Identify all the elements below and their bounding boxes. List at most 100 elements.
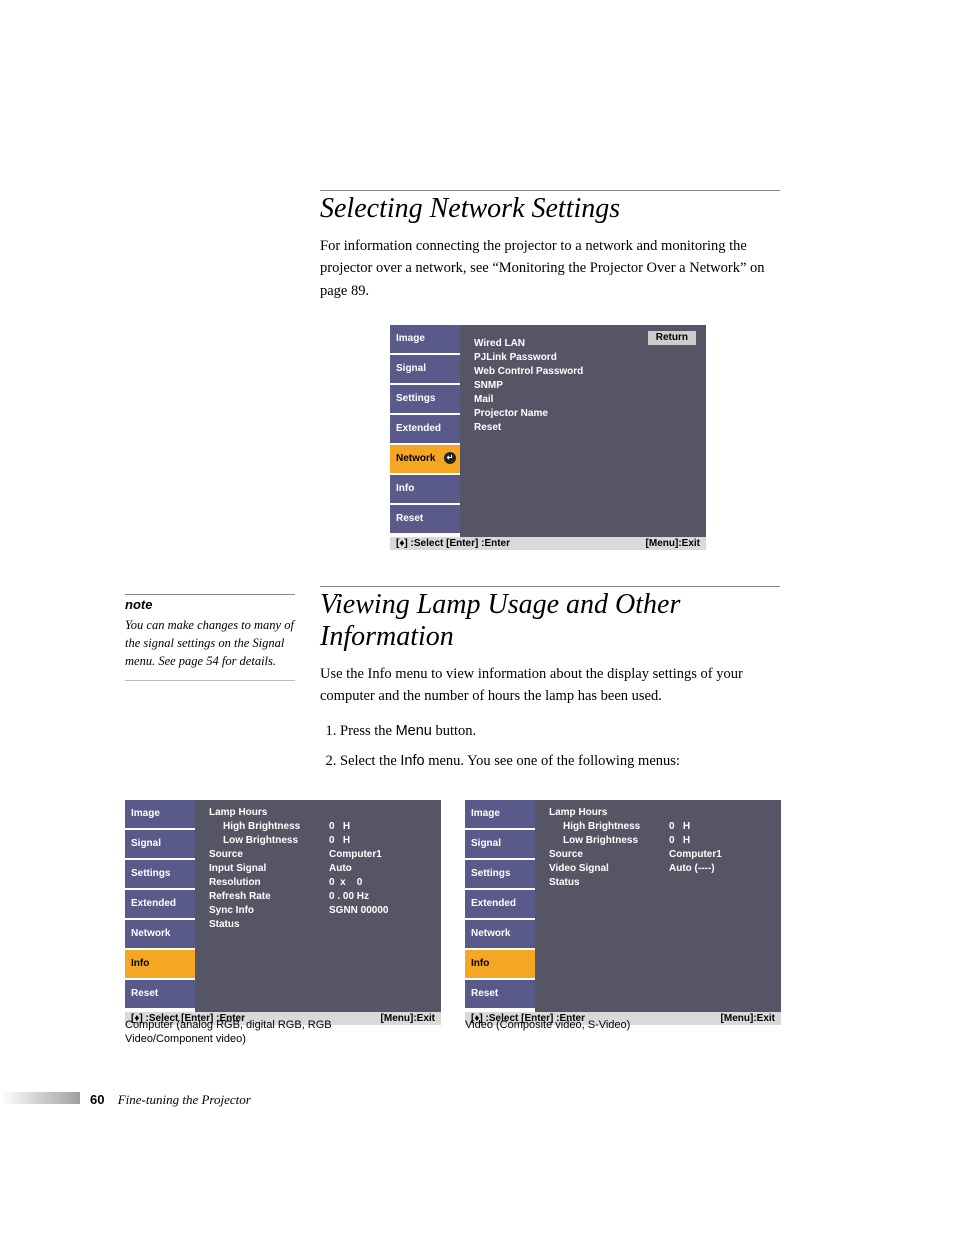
info-label: Input Signal — [209, 862, 329, 876]
menu-item[interactable]: PJLink Password — [474, 351, 696, 365]
osd-sidebar: ImageSignalSettingsExtendedNetworkInfoRe… — [125, 800, 195, 1012]
info-label: High Brightness — [223, 820, 329, 834]
osd-tab-reset[interactable]: Reset — [125, 980, 195, 1008]
info-label: High Brightness — [563, 820, 669, 834]
osd-panel: Lamp HoursHigh Brightness0 HLow Brightne… — [195, 800, 441, 1012]
osd-tab-image[interactable]: Image — [390, 325, 460, 353]
heading-network: Selecting Network Settings — [320, 190, 780, 225]
info-value: SGNN 00000 — [329, 904, 388, 918]
info-label: Video Signal — [549, 862, 669, 876]
page-number: 60 — [90, 1092, 104, 1107]
osd-tab-network[interactable]: Network — [465, 920, 535, 948]
osd-tab-signal[interactable]: Signal — [465, 830, 535, 858]
osd-tab-settings[interactable]: Settings — [465, 860, 535, 888]
status-right: [Menu]:Exit — [646, 538, 700, 549]
step-1: Press the Menu button. — [340, 718, 780, 744]
info-row: High Brightness0 H — [209, 820, 431, 834]
info-row: SourceComputer1 — [209, 848, 431, 862]
info-label: Sync Info — [209, 904, 329, 918]
osd-tab-info[interactable]: Info — [125, 950, 195, 978]
info-row: Low Brightness0 H — [209, 834, 431, 848]
info-row: Resolution0 x 0 — [209, 876, 431, 890]
info-value: 0 H — [329, 820, 350, 834]
caption-computer: Computer (analog RGB, digital RGB, RGB V… — [125, 1018, 405, 1047]
info-value: Auto (----) — [669, 862, 715, 876]
info-label: Lamp Hours — [549, 806, 669, 820]
info-row: Video SignalAuto (----) — [549, 862, 771, 876]
osd-tab-settings[interactable]: Settings — [125, 860, 195, 888]
note-body: You can make changes to many of the sign… — [125, 616, 295, 681]
osd-tab-info[interactable]: Info — [465, 950, 535, 978]
step-2: Select the Info menu. You see one of the… — [340, 748, 780, 774]
chapter-title: Fine-tuning the Projector — [118, 1092, 251, 1107]
info-label: Low Brightness — [223, 834, 329, 848]
info-row: Lamp Hours — [209, 806, 431, 820]
osd-info-computer: ImageSignalSettingsExtendedNetworkInfoRe… — [125, 800, 441, 1025]
info-value: Computer1 — [329, 848, 382, 862]
info-value: 0 H — [669, 834, 690, 848]
note-label: note — [125, 594, 295, 612]
osd-tab-signal[interactable]: Signal — [390, 355, 460, 383]
info-value: 0 . 00 Hz — [329, 890, 369, 904]
step-1-c: button. — [432, 723, 476, 739]
info-value: 0 H — [669, 820, 690, 834]
enter-icon: ↵ — [444, 452, 456, 464]
steps: Press the Menu button. Select the Info m… — [320, 718, 780, 774]
osd-sidebar: ImageSignalSettingsExtendedNetworkInfoRe… — [465, 800, 535, 1012]
caption-video: Video (Composite video, S-Video) — [465, 1018, 745, 1032]
para-lamp: Use the Info menu to view information ab… — [320, 663, 780, 708]
footer: 60 Fine-tuning the Projector — [90, 1092, 251, 1108]
menu-item[interactable]: Projector Name — [474, 407, 696, 421]
para-network: For information connecting the projector… — [320, 235, 780, 302]
menu-item[interactable]: Reset — [474, 421, 696, 435]
return-button[interactable]: Return — [648, 331, 696, 345]
footer-gradient — [0, 1092, 80, 1104]
info-row: Low Brightness0 H — [549, 834, 771, 848]
info-label: Refresh Rate — [209, 890, 329, 904]
step-2-c: menu. You see one of the following menus… — [425, 753, 680, 769]
info-value: Auto — [329, 862, 352, 876]
info-row: Input SignalAuto — [209, 862, 431, 876]
info-row: Status — [549, 876, 771, 890]
osd-tab-extended[interactable]: Extended — [390, 415, 460, 443]
menu-item[interactable]: Mail — [474, 393, 696, 407]
info-row: SourceComputer1 — [549, 848, 771, 862]
heading-lamp: Viewing Lamp Usage and Other Information — [320, 586, 780, 653]
info-label: Lamp Hours — [209, 806, 329, 820]
step-2-a: Select the — [340, 753, 400, 769]
osd-frame: ImageSignalSettingsExtendedNetworkInfoRe… — [465, 800, 781, 1012]
note-block: note You can make changes to many of the… — [125, 594, 295, 681]
osd-tab-network[interactable]: Network — [125, 920, 195, 948]
menu-item[interactable]: Web Control Password — [474, 365, 696, 379]
info-row: Lamp Hours — [549, 806, 771, 820]
osd-tab-reset[interactable]: Reset — [390, 505, 460, 533]
osd-tab-settings[interactable]: Settings — [390, 385, 460, 413]
osd-tab-image[interactable]: Image — [125, 800, 195, 828]
osd-network-menu: ImageSignalSettingsExtendedNetwork↵InfoR… — [390, 325, 706, 550]
step-1-b: Menu — [396, 723, 432, 739]
section-lamp: Viewing Lamp Usage and Other Information… — [320, 586, 780, 778]
info-row: High Brightness0 H — [549, 820, 771, 834]
step-1-a: Press the — [340, 723, 396, 739]
section-network: Selecting Network Settings For informati… — [320, 190, 780, 302]
osd-panel: Lamp HoursHigh Brightness0 HLow Brightne… — [535, 800, 781, 1012]
osd-tab-image[interactable]: Image — [465, 800, 535, 828]
page: Selecting Network Settings For informati… — [0, 0, 954, 1235]
info-row: Status — [209, 918, 431, 932]
status-left: [♦] :Select [Enter] :Enter — [396, 538, 510, 549]
info-label: Resolution — [209, 876, 329, 890]
osd-tab-extended[interactable]: Extended — [465, 890, 535, 918]
info-label: Status — [209, 918, 329, 932]
osd-tab-network[interactable]: Network↵ — [390, 445, 460, 473]
menu-item[interactable]: SNMP — [474, 379, 696, 393]
osd-tab-reset[interactable]: Reset — [465, 980, 535, 1008]
osd-tab-extended[interactable]: Extended — [125, 890, 195, 918]
osd-tab-info[interactable]: Info — [390, 475, 460, 503]
osd-status-bar: [♦] :Select [Enter] :Enter [Menu]:Exit — [390, 537, 706, 550]
info-value: 0 x 0 — [329, 876, 362, 890]
osd-tab-signal[interactable]: Signal — [125, 830, 195, 858]
info-row: Refresh Rate0 . 00 Hz — [209, 890, 431, 904]
info-label: Source — [209, 848, 329, 862]
info-row: Sync InfoSGNN 00000 — [209, 904, 431, 918]
osd-sidebar: ImageSignalSettingsExtendedNetwork↵InfoR… — [390, 325, 460, 537]
